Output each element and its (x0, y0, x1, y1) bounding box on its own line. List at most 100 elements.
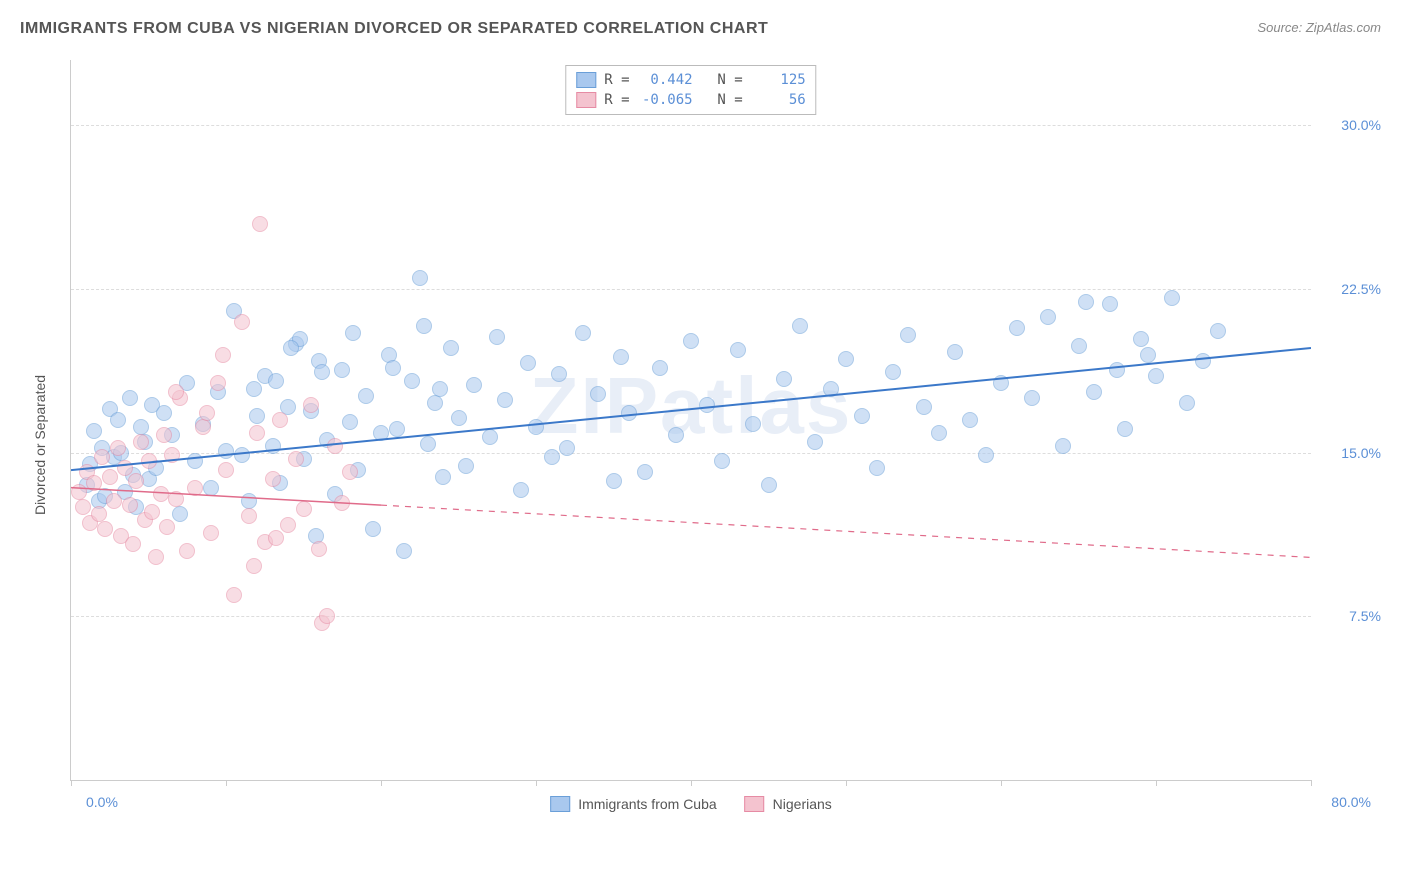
point-nigeria (199, 405, 215, 421)
point-cuba (699, 397, 715, 413)
point-cuba (823, 381, 839, 397)
legend-label-cuba: Immigrants from Cuba (578, 796, 716, 812)
point-cuba (482, 429, 498, 445)
point-cuba (978, 447, 994, 463)
legend-swatch-cuba (576, 72, 596, 88)
point-cuba (1109, 362, 1125, 378)
point-cuba (133, 419, 149, 435)
point-cuba (334, 362, 350, 378)
stats-n-nigeria: 56 (751, 92, 806, 108)
point-cuba (246, 381, 262, 397)
point-cuba (385, 360, 401, 376)
point-nigeria (110, 440, 126, 456)
point-nigeria (319, 608, 335, 624)
point-cuba (761, 477, 777, 493)
watermark: ZIPatlas (530, 360, 853, 452)
point-nigeria (215, 347, 231, 363)
point-cuba (792, 318, 808, 334)
point-nigeria (156, 427, 172, 443)
point-cuba (730, 342, 746, 358)
point-cuba (1055, 438, 1071, 454)
point-cuba (776, 371, 792, 387)
stats-n-label: N = (701, 72, 743, 88)
point-nigeria (168, 491, 184, 507)
point-cuba (1148, 368, 1164, 384)
point-cuba (621, 405, 637, 421)
point-nigeria (159, 519, 175, 535)
legend-item-cuba: Immigrants from Cuba (550, 796, 716, 812)
point-nigeria (128, 473, 144, 489)
stats-r-cuba: 0.442 (638, 72, 693, 88)
point-nigeria (75, 499, 91, 515)
point-cuba (559, 440, 575, 456)
point-cuba (962, 412, 978, 428)
point-cuba (613, 349, 629, 365)
point-cuba (1133, 331, 1149, 347)
point-nigeria (94, 449, 110, 465)
point-cuba (745, 416, 761, 432)
point-cuba (218, 443, 234, 459)
stats-r-nigeria: -0.065 (638, 92, 693, 108)
point-nigeria (164, 447, 180, 463)
point-cuba (869, 460, 885, 476)
point-cuba (1086, 384, 1102, 400)
point-cuba (838, 351, 854, 367)
point-cuba (1179, 395, 1195, 411)
point-nigeria (249, 425, 265, 441)
y-axis-title: Divorced or Separated (32, 375, 48, 515)
point-nigeria (303, 397, 319, 413)
stats-r-label: R = (604, 72, 629, 88)
point-cuba (396, 543, 412, 559)
point-cuba (416, 318, 432, 334)
x-tick (226, 780, 227, 786)
gridline (71, 616, 1311, 617)
x-tick (1001, 780, 1002, 786)
point-cuba (489, 329, 505, 345)
chart-container: Divorced or Separated ZIPatlas R = 0.442… (50, 60, 1380, 830)
point-cuba (497, 392, 513, 408)
point-nigeria (71, 484, 87, 500)
point-cuba (268, 373, 284, 389)
point-nigeria (311, 541, 327, 557)
legend-label-nigeria: Nigerians (773, 796, 832, 812)
point-cuba (854, 408, 870, 424)
point-nigeria (280, 517, 296, 533)
point-cuba (373, 425, 389, 441)
x-tick (1311, 780, 1312, 786)
point-nigeria (153, 486, 169, 502)
point-cuba (443, 340, 459, 356)
point-cuba (86, 423, 102, 439)
point-cuba (314, 364, 330, 380)
stats-row-cuba: R = 0.442 N = 125 (576, 70, 805, 90)
point-cuba (916, 399, 932, 415)
legend-swatch-cuba-icon (550, 796, 570, 812)
x-axis-min-label: 0.0% (86, 794, 118, 810)
x-axis-max-label: 80.0% (1331, 794, 1371, 810)
point-nigeria (252, 216, 268, 232)
point-nigeria (210, 375, 226, 391)
gridline (71, 289, 1311, 290)
point-cuba (652, 360, 668, 376)
point-cuba (451, 410, 467, 426)
point-nigeria (148, 549, 164, 565)
chart-title: IMMIGRANTS FROM CUBA VS NIGERIAN DIVORCE… (20, 20, 768, 38)
point-cuba (458, 458, 474, 474)
point-cuba (432, 381, 448, 397)
point-nigeria (288, 451, 304, 467)
point-cuba (265, 438, 281, 454)
point-cuba (1024, 390, 1040, 406)
point-cuba (1140, 347, 1156, 363)
point-cuba (1078, 294, 1094, 310)
point-cuba (807, 434, 823, 450)
point-cuba (172, 506, 188, 522)
x-tick (536, 780, 537, 786)
x-tick (71, 780, 72, 786)
y-tick-label: 7.5% (1321, 608, 1381, 624)
x-tick (1156, 780, 1157, 786)
legend-swatch-nigeria (576, 92, 596, 108)
point-cuba (947, 344, 963, 360)
point-cuba (249, 408, 265, 424)
point-cuba (1009, 320, 1025, 336)
point-nigeria (168, 384, 184, 400)
point-nigeria (226, 587, 242, 603)
